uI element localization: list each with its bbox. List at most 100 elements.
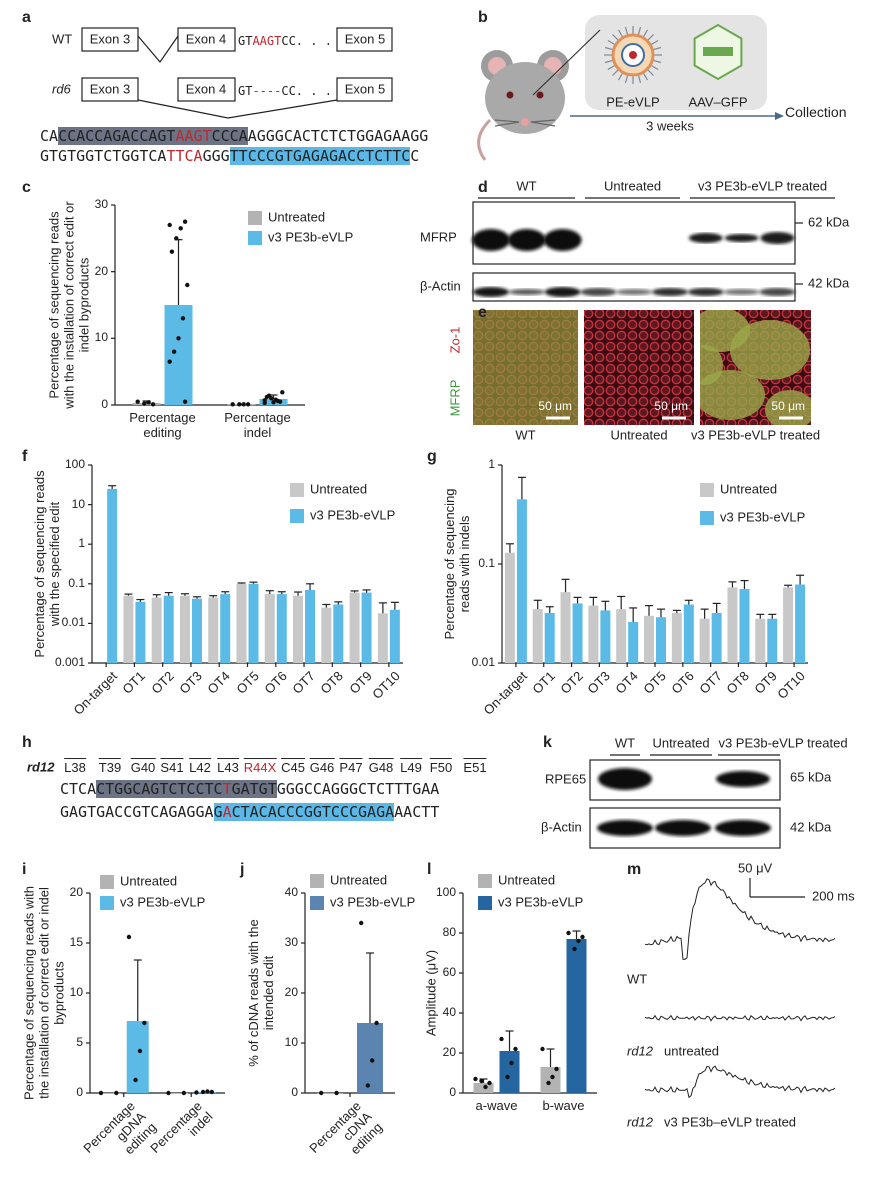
sequence-segment: T — [222, 780, 232, 798]
mfrp-signal — [730, 320, 810, 380]
vlp-spike — [646, 68, 654, 76]
intron-sequence: GTAAGTCC. . . — [238, 33, 332, 49]
sequence-segment: ---- — [252, 84, 282, 98]
y-tick-label: 10 — [69, 985, 83, 1000]
data-point — [359, 920, 364, 926]
panel-label: l — [427, 860, 432, 878]
y-tick-label: 0.01 — [61, 615, 85, 630]
data-point — [182, 399, 188, 404]
data-point — [230, 402, 235, 407]
x-tick-label: Percentage editing — [129, 410, 196, 440]
data-point — [365, 1083, 370, 1088]
residue-label: C45 — [281, 758, 305, 776]
splice-line — [137, 35, 179, 63]
panel-label: j — [240, 860, 245, 878]
text-label: WT — [627, 971, 648, 987]
bar — [264, 594, 275, 663]
y-tick-label: 20 — [69, 885, 83, 900]
data-point — [137, 1048, 143, 1054]
blot-band — [652, 288, 688, 296]
panel-label: g — [427, 447, 437, 465]
y-tick-label: 20 — [442, 1045, 456, 1060]
exon-box — [336, 27, 393, 52]
arrow-head — [775, 112, 784, 120]
legend-label: v3 PE3b-eVLP — [330, 894, 416, 910]
injection-needle — [532, 29, 601, 96]
blot-band — [724, 234, 759, 242]
mfrp-signal — [700, 370, 765, 420]
y-tick-label: 0 — [76, 1085, 83, 1100]
text-label: MFRP — [420, 229, 457, 245]
legend-label: Untreated — [310, 481, 368, 497]
bar — [236, 583, 247, 663]
vlp-spike — [646, 34, 654, 42]
bar — [276, 594, 287, 663]
y-tick-label: 30 — [284, 935, 298, 950]
panel-label: h — [22, 733, 32, 751]
legend-label: v3 PE3b-eVLP — [268, 229, 354, 245]
data-point — [205, 1089, 210, 1094]
residue-label: T39 — [98, 758, 122, 776]
bar — [377, 613, 388, 663]
y-tick-label: 20 — [94, 263, 108, 278]
blot-band — [472, 229, 510, 251]
panel-label: b — [478, 8, 488, 26]
blot-band — [759, 288, 796, 296]
residue-label: R44X — [243, 758, 277, 776]
bar — [671, 612, 682, 663]
genotype-label: WT — [52, 31, 73, 47]
bar — [656, 617, 666, 663]
vlp-spike — [612, 34, 620, 42]
data-point — [509, 1060, 514, 1066]
data-point — [499, 1036, 504, 1042]
residue-label: S41 — [160, 758, 184, 776]
panel-label: a — [22, 8, 31, 26]
legend-swatch — [290, 483, 304, 497]
data-point — [505, 1074, 510, 1080]
text-label: WT — [614, 735, 636, 751]
data-point — [150, 402, 156, 407]
sequence-segment: AACTT — [394, 803, 440, 821]
vlp-spike — [604, 59, 614, 64]
blot-band — [580, 288, 617, 296]
exon-box — [81, 77, 139, 102]
bar — [107, 488, 118, 663]
bar — [317, 1093, 343, 1094]
data-point — [194, 1090, 199, 1095]
y-axis-label: Amplitude (μV) — [423, 949, 439, 1037]
legend-swatch — [478, 874, 492, 888]
bar — [389, 609, 400, 663]
bar — [566, 939, 587, 1093]
data-point — [319, 1090, 324, 1096]
mouse-nose — [521, 118, 529, 126]
bar — [357, 1023, 383, 1093]
bar — [191, 598, 202, 663]
sequence-segment: GATGT — [231, 780, 277, 798]
mouse-tail — [477, 118, 492, 161]
data-point — [576, 938, 581, 944]
bar — [305, 589, 316, 663]
sequence-segment: A — [222, 803, 232, 821]
erg-trace — [644, 1014, 836, 1022]
sequence-segment: TTCA — [166, 147, 203, 165]
bar — [179, 595, 190, 663]
blot-band — [597, 820, 653, 836]
bar — [132, 403, 161, 405]
blot-band — [507, 229, 546, 251]
text-label: Exon 4 — [185, 81, 227, 97]
mfrp-signal — [765, 390, 811, 425]
bar — [227, 404, 256, 406]
data-point — [167, 222, 172, 228]
y-tick-label: 100 — [64, 457, 85, 472]
legend-swatch — [100, 875, 114, 889]
data-point — [374, 1020, 379, 1026]
bar — [699, 618, 710, 663]
residue-label: F50 — [429, 758, 453, 776]
bar — [588, 605, 599, 663]
data-point — [176, 336, 181, 341]
mouse-eye — [536, 91, 544, 99]
legend-label: v3 PE3b-eVLP — [720, 509, 806, 525]
vlp-spike — [637, 26, 642, 36]
bar — [795, 584, 806, 663]
data-point — [133, 1077, 138, 1083]
